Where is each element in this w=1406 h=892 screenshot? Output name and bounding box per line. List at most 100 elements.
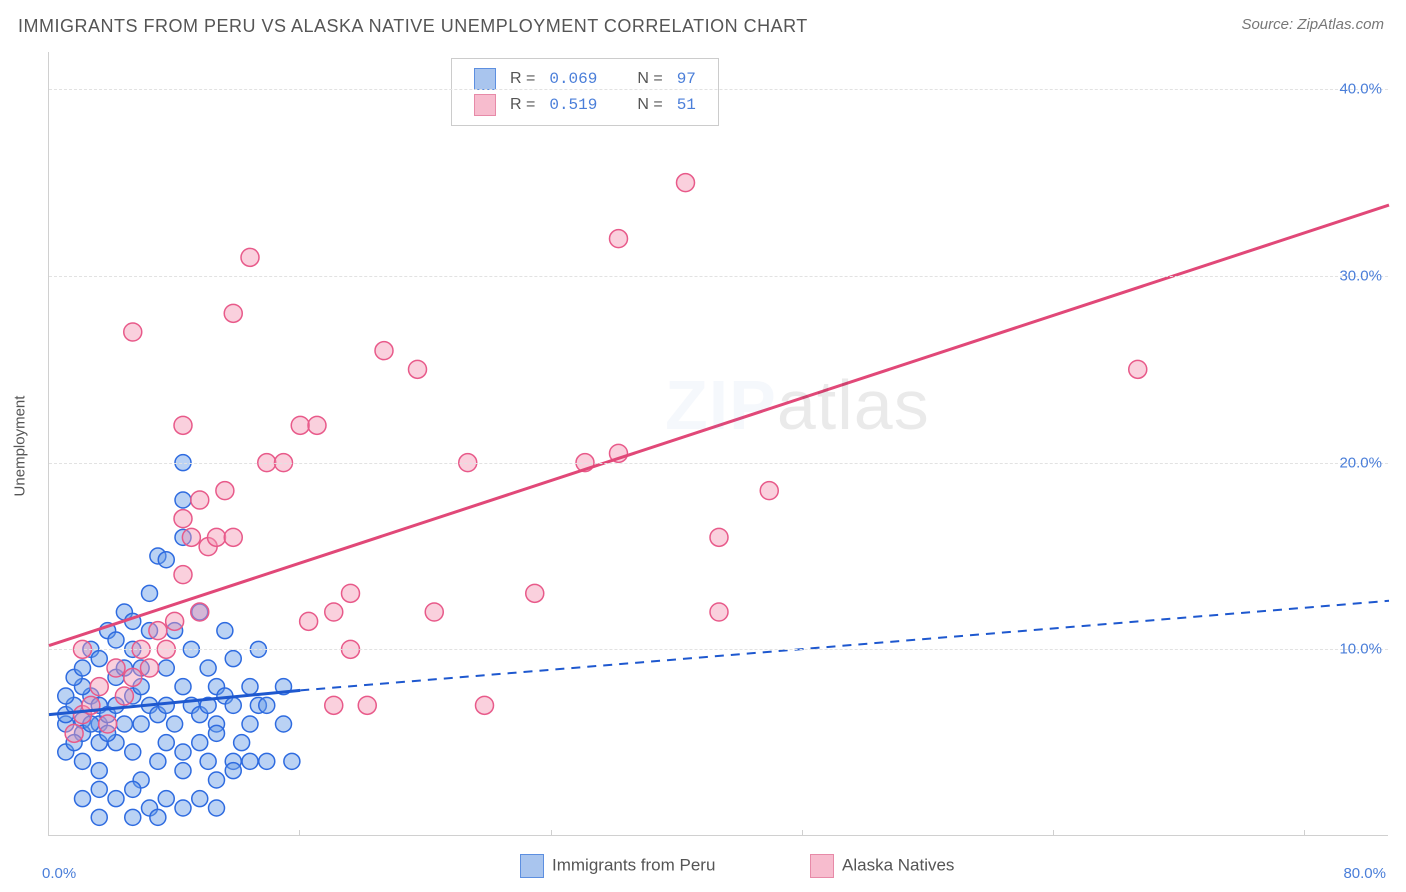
data-point-alaska — [291, 416, 309, 434]
data-point-peru — [158, 552, 174, 568]
y-tick-label: 40.0% — [1339, 81, 1382, 98]
gridline — [49, 89, 1388, 90]
data-point-alaska — [1129, 360, 1147, 378]
gridline — [49, 649, 1388, 650]
data-point-peru — [242, 753, 258, 769]
data-point-peru — [150, 753, 166, 769]
data-point-peru — [209, 800, 225, 816]
data-point-alaska — [342, 584, 360, 602]
data-point-peru — [133, 716, 149, 732]
chart-svg — [49, 52, 1389, 836]
data-point-alaska — [124, 668, 142, 686]
data-point-peru — [75, 753, 91, 769]
data-point-peru — [125, 781, 141, 797]
data-point-alaska — [610, 230, 628, 248]
legend-item-peru: Immigrants from Peru — [520, 854, 715, 878]
data-point-alaska — [149, 622, 167, 640]
data-point-alaska — [358, 696, 376, 714]
legend-item-alaska: Alaska Natives — [810, 854, 954, 878]
correlation-legend: R = 0.069N = 97R = 0.519N = 51 — [451, 58, 719, 126]
data-point-alaska — [191, 491, 209, 509]
data-point-peru — [192, 735, 208, 751]
data-point-alaska — [182, 528, 200, 546]
data-point-peru — [91, 809, 107, 825]
data-point-peru — [175, 679, 191, 695]
data-point-alaska — [425, 603, 443, 621]
data-point-alaska — [99, 715, 117, 733]
data-point-peru — [125, 809, 141, 825]
gridline — [49, 276, 1388, 277]
data-point-peru — [192, 791, 208, 807]
data-point-peru — [142, 585, 158, 601]
data-point-peru — [175, 744, 191, 760]
x-tick-mark — [802, 830, 803, 836]
data-point-peru — [284, 753, 300, 769]
data-point-peru — [75, 660, 91, 676]
data-point-alaska — [710, 603, 728, 621]
data-point-peru — [108, 632, 124, 648]
data-point-peru — [150, 809, 166, 825]
data-point-peru — [209, 725, 225, 741]
data-point-alaska — [115, 687, 133, 705]
data-point-alaska — [208, 528, 226, 546]
data-point-alaska — [174, 416, 192, 434]
data-point-alaska — [325, 696, 343, 714]
data-point-peru — [75, 791, 91, 807]
data-point-peru — [234, 735, 250, 751]
data-point-peru — [225, 697, 241, 713]
y-axis-label: Unemployment — [12, 396, 29, 497]
x-tick-mark — [551, 830, 552, 836]
data-point-peru — [175, 763, 191, 779]
data-point-alaska — [224, 528, 242, 546]
data-point-peru — [225, 651, 241, 667]
data-point-peru — [242, 679, 258, 695]
y-tick-label: 20.0% — [1339, 454, 1382, 471]
data-point-peru — [58, 688, 74, 704]
trend-line-alaska — [49, 205, 1389, 646]
data-point-alaska — [476, 696, 494, 714]
data-point-alaska — [141, 659, 159, 677]
data-point-alaska — [174, 566, 192, 584]
x-tick-mark — [1304, 830, 1305, 836]
source-attribution: Source: ZipAtlas.com — [1241, 16, 1384, 33]
data-point-peru — [209, 772, 225, 788]
data-point-alaska — [216, 482, 234, 500]
trend-line-ext-peru — [300, 601, 1389, 691]
data-point-alaska — [308, 416, 326, 434]
data-point-alaska — [166, 612, 184, 630]
x-tick-mark — [299, 830, 300, 836]
x-tick-label: 80.0% — [1343, 865, 1386, 882]
data-point-peru — [276, 716, 292, 732]
data-point-alaska — [124, 323, 142, 341]
data-point-peru — [217, 623, 233, 639]
data-point-peru — [225, 763, 241, 779]
data-point-peru — [158, 735, 174, 751]
chart-title: IMMIGRANTS FROM PERU VS ALASKA NATIVE UN… — [18, 16, 808, 37]
x-tick-mark — [1053, 830, 1054, 836]
data-point-alaska — [65, 724, 83, 742]
data-point-alaska — [224, 304, 242, 322]
data-point-peru — [175, 800, 191, 816]
data-point-peru — [158, 791, 174, 807]
data-point-alaska — [526, 584, 544, 602]
data-point-peru — [158, 660, 174, 676]
data-point-alaska — [409, 360, 427, 378]
data-point-peru — [200, 753, 216, 769]
data-point-peru — [175, 492, 191, 508]
data-point-peru — [242, 716, 258, 732]
plot-area: ZIPatlas R = 0.069N = 97R = 0.519N = 51 … — [48, 52, 1388, 836]
data-point-peru — [108, 791, 124, 807]
data-point-alaska — [760, 482, 778, 500]
data-point-peru — [91, 651, 107, 667]
data-point-alaska — [300, 612, 318, 630]
data-point-peru — [259, 753, 275, 769]
data-point-alaska — [375, 342, 393, 360]
data-point-peru — [125, 744, 141, 760]
data-point-alaska — [191, 603, 209, 621]
data-point-peru — [167, 716, 183, 732]
y-tick-label: 30.0% — [1339, 268, 1382, 285]
data-point-alaska — [90, 678, 108, 696]
data-point-peru — [91, 763, 107, 779]
data-point-alaska — [677, 174, 695, 192]
x-tick-label: 0.0% — [42, 865, 76, 882]
